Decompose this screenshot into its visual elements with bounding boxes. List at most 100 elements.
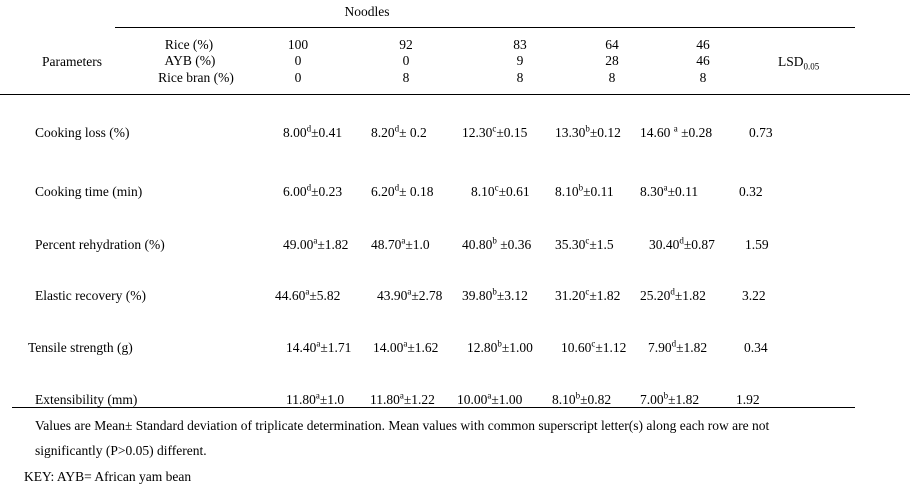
- table-cell: 14.60 a ±0.28: [640, 123, 712, 141]
- formulation-value: 8: [516, 70, 524, 85]
- cell-superscript: a: [401, 235, 406, 246]
- cell-mean: 11.80: [286, 392, 316, 407]
- cell-superscript: c: [494, 182, 499, 193]
- table-cell: 49.00a±1.82: [283, 236, 348, 253]
- table-cell: 31.20c±1.82: [555, 286, 621, 304]
- formulation-value: 28: [605, 53, 619, 68]
- row-lsd: 0.34: [744, 340, 768, 355]
- table-cell: 8.20d± 0.2: [371, 124, 427, 141]
- cell-mean: 44.60: [275, 288, 306, 303]
- parameters-label: Parameters: [42, 54, 102, 69]
- cell-superscript: b: [492, 286, 497, 297]
- formulation-value: 0: [294, 53, 302, 68]
- row-lsd: 1.92: [736, 392, 760, 407]
- cell-mean: 7.90: [648, 340, 672, 355]
- cell-sd: ±0.82: [580, 392, 612, 407]
- formulation-label: Rice bran (%): [158, 70, 234, 85]
- cell-mean: 31.20: [555, 288, 586, 303]
- cell-sd: ±1.82: [674, 288, 706, 303]
- cell-sd: ±1.0: [405, 237, 430, 252]
- cell-mean: 25.20: [640, 288, 671, 303]
- table-cell: 8.10b±0.82: [552, 390, 612, 408]
- row-parameter-name: Tensile strength (g): [28, 340, 133, 355]
- row-lsd: 0.32: [739, 184, 763, 199]
- table-cell: 6.20d± 0.18: [371, 182, 434, 200]
- row-parameter-name: Percent rehydration (%): [35, 237, 165, 252]
- formulation-label: AYB (%): [164, 53, 216, 68]
- cell-mean: 14.40: [286, 340, 317, 355]
- cell-sd: ±1.12: [595, 340, 627, 355]
- row-parameter-name: Elastic recovery (%): [35, 288, 146, 303]
- cell-mean: 10.60: [561, 340, 592, 355]
- cell-sd: ±1.5: [589, 237, 614, 252]
- cell-mean: 13.30: [555, 125, 586, 140]
- cell-sd: ±1.82: [668, 392, 700, 407]
- cell-superscript: b: [575, 390, 581, 401]
- table-cell: 8.10b±0.11: [555, 182, 614, 200]
- cell-superscript: a: [407, 286, 412, 297]
- cell-sd: ±1.00: [501, 340, 533, 355]
- cell-sd: ±0.36: [496, 237, 532, 252]
- table-cell: 11.80a±1.0: [286, 391, 345, 408]
- cell-superscript: a: [399, 390, 404, 401]
- formulation-value: 46: [696, 37, 710, 52]
- cell-sd: ±0.11: [667, 184, 699, 199]
- table-cell: 25.20d±1.82: [640, 286, 706, 304]
- cell-sd: ±0.61: [498, 184, 530, 199]
- cell-sd: ±1.22: [403, 392, 435, 407]
- cell-sd: ±2.78: [411, 288, 443, 303]
- cell-sd: ±0.23: [311, 184, 343, 199]
- cell-sd: ±0.12: [589, 125, 621, 140]
- cell-superscript: a: [316, 338, 321, 349]
- cell-mean: 14.00: [373, 340, 404, 355]
- formulation-value: 8: [699, 70, 707, 85]
- formulation-value: 46: [696, 53, 710, 68]
- table-cell: 10.60c±1.12: [561, 339, 627, 356]
- cell-superscript: c: [492, 123, 497, 134]
- header-top-rule: [115, 27, 855, 28]
- cell-superscript: b: [497, 338, 502, 349]
- cell-superscript: d: [394, 182, 400, 193]
- cell-superscript: a: [663, 182, 668, 193]
- row-parameter-name: Cooking time (min): [35, 184, 143, 199]
- cell-mean: 49.00: [283, 237, 314, 252]
- table-cell: 7.90d±1.82: [648, 339, 708, 356]
- cell-sd: ±0.87: [683, 237, 715, 252]
- cell-sd: ±1.82: [589, 288, 621, 303]
- cell-superscript: a: [487, 390, 492, 401]
- formulation-value: 0: [402, 53, 410, 68]
- noodles-heading: Noodles: [344, 4, 390, 19]
- formulation-value: 100: [287, 37, 309, 52]
- cell-superscript: d: [670, 286, 675, 297]
- row-lsd: 3.22: [742, 288, 766, 303]
- cell-superscript: b: [578, 182, 584, 193]
- cell-superscript: d: [679, 235, 684, 246]
- formulation-value: 8: [608, 70, 616, 85]
- cell-sd: ±1.62: [407, 340, 439, 355]
- cell-mean: 8.20: [371, 125, 395, 140]
- table-cell: 11.80a±1.22: [370, 390, 435, 408]
- formulation-value: 9: [516, 53, 524, 68]
- cell-sd: ±5.82: [309, 288, 341, 303]
- cell-sd: ±1.0: [319, 392, 345, 407]
- cell-superscript: a: [673, 123, 678, 134]
- cell-mean: 8.30: [640, 184, 664, 199]
- table-cell: 12.30c±0.15: [462, 123, 528, 141]
- cell-sd: ±0.15: [496, 125, 528, 140]
- table-cell: 43.90a±2.78: [377, 286, 443, 304]
- cell-sd: ±1.00: [491, 392, 523, 407]
- formulation-value: 64: [605, 37, 619, 52]
- cell-superscript: d: [306, 182, 312, 193]
- row-parameter-name: Cooking loss (%): [35, 125, 130, 140]
- cell-superscript: c: [585, 286, 590, 297]
- note-line-1: Values are Mean± Standard deviation of t…: [35, 418, 770, 433]
- cell-superscript: b: [492, 235, 497, 246]
- table-cell: 8.30a±0.11: [640, 182, 699, 200]
- cell-sd: ±1.82: [676, 340, 708, 355]
- cell-mean: 6.00: [283, 184, 307, 199]
- formulation-value: 92: [399, 37, 413, 52]
- cell-sd: ±3.12: [496, 288, 528, 303]
- row-lsd: 0.73: [749, 125, 773, 140]
- cell-superscript: a: [403, 338, 408, 349]
- table-cell: 13.30b±0.12: [555, 124, 621, 141]
